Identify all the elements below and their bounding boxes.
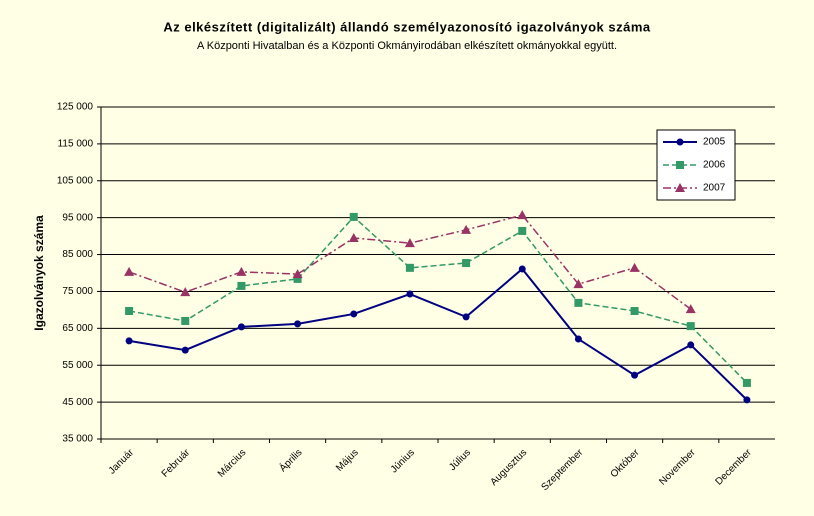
point: [237, 281, 246, 290]
point: [125, 306, 134, 315]
point: [742, 378, 751, 387]
legend-marker: [676, 161, 684, 169]
y-tick-label: 75 000: [62, 286, 93, 297]
point: [293, 274, 302, 283]
series-line: [128, 267, 748, 401]
y-tick-label: 65 000: [62, 323, 93, 334]
point: [350, 310, 358, 318]
x-tick-label: Március: [216, 447, 249, 480]
point: [574, 298, 583, 307]
x-tick-label: Október: [609, 447, 642, 480]
point: [685, 304, 696, 314]
y-tick-label: 95 000: [62, 212, 93, 223]
y-tick-label: 45 000: [62, 397, 93, 408]
x-tick-label: December: [714, 447, 755, 488]
chart-subtitle: A Központi Hivatalban és a Központi Okmá…: [197, 40, 617, 52]
point: [687, 341, 695, 349]
legend-label: 2007: [703, 183, 726, 194]
point: [124, 266, 135, 276]
y-tick-label: 115 000: [58, 139, 94, 150]
point: [517, 210, 528, 220]
legend-marker: [675, 183, 685, 192]
x-tick-label: Szeptember: [539, 447, 585, 493]
legend-label: 2006: [703, 160, 726, 171]
series-line: [128, 215, 748, 384]
point: [573, 279, 584, 289]
x-tick-label: November: [657, 447, 698, 488]
point: [461, 224, 472, 234]
legend: 2005 2006 2007: [656, 129, 736, 201]
point: [294, 320, 302, 328]
point: [743, 396, 751, 404]
x-tick-label: Augusztus: [488, 447, 529, 488]
point: [236, 266, 247, 276]
y-tick-label: 35 000: [62, 434, 93, 445]
point: [180, 287, 191, 297]
point: [631, 371, 639, 379]
legend-label: 2005: [703, 137, 726, 148]
x-tick-label: Május: [334, 447, 361, 474]
point: [406, 290, 414, 298]
point: [518, 265, 526, 273]
point: [349, 212, 358, 221]
y-axis-label: Igazolványok száma: [32, 215, 46, 331]
point: [125, 337, 133, 345]
x-tick-label: Június: [389, 447, 417, 475]
y-tick-label: 55 000: [62, 360, 93, 371]
point: [404, 238, 415, 248]
point: [237, 323, 245, 331]
point: [405, 263, 414, 272]
x-tick-label: Április: [276, 446, 304, 474]
point: [630, 306, 639, 315]
legend-marker: [676, 138, 684, 146]
point: [686, 322, 695, 331]
point: [629, 262, 640, 272]
point: [348, 232, 359, 242]
x-tick-label: Július: [447, 447, 473, 473]
y-tick-label: 85 000: [62, 249, 93, 260]
x-tick-label: Február: [160, 447, 193, 480]
point: [181, 346, 189, 354]
point: [518, 226, 527, 235]
point: [292, 269, 303, 279]
x-tick-label: Január: [107, 447, 137, 477]
point: [462, 259, 471, 268]
point: [462, 313, 470, 321]
chart-title: Az elkészített (digitalizált) állandó sz…: [163, 19, 651, 34]
point: [181, 316, 190, 325]
y-tick-label: 105 000: [57, 175, 94, 186]
series-line: [128, 214, 692, 310]
y-tick-label: 125 000: [57, 102, 94, 113]
point: [574, 335, 582, 343]
